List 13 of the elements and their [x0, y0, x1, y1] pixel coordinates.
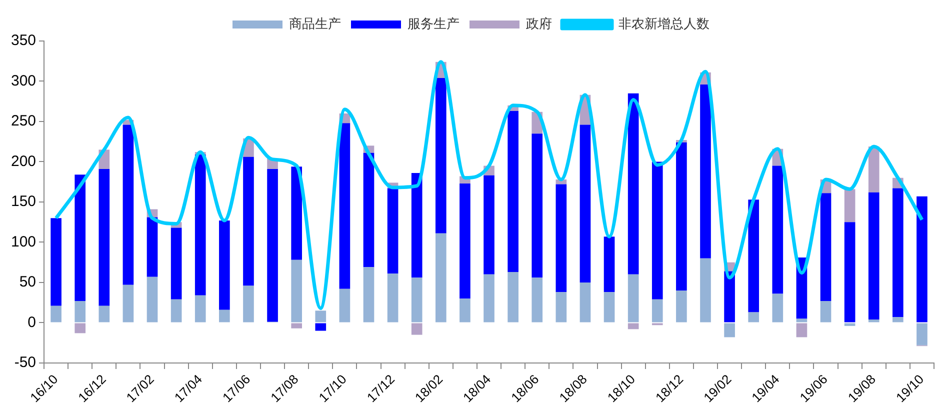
y-tick-label: 200 [10, 152, 36, 170]
y-tick-label: 0 [28, 314, 36, 331]
y-tick-label: 150 [10, 193, 36, 210]
legend-label: 商品生产 [289, 16, 341, 32]
y-tick-label: 50 [19, 274, 36, 291]
legend-label: 服务生产 [408, 16, 460, 32]
y-tick-label: -50 [14, 354, 36, 372]
y-tick-label: 250 [10, 112, 36, 130]
legend-label: 政府 [526, 16, 552, 32]
y-tick-label: 100 [10, 233, 36, 250]
y-tick-label: 300 [10, 72, 36, 90]
legend-label: 非农新增总人数 [618, 16, 710, 32]
y-tick-label: 350 [10, 32, 36, 50]
